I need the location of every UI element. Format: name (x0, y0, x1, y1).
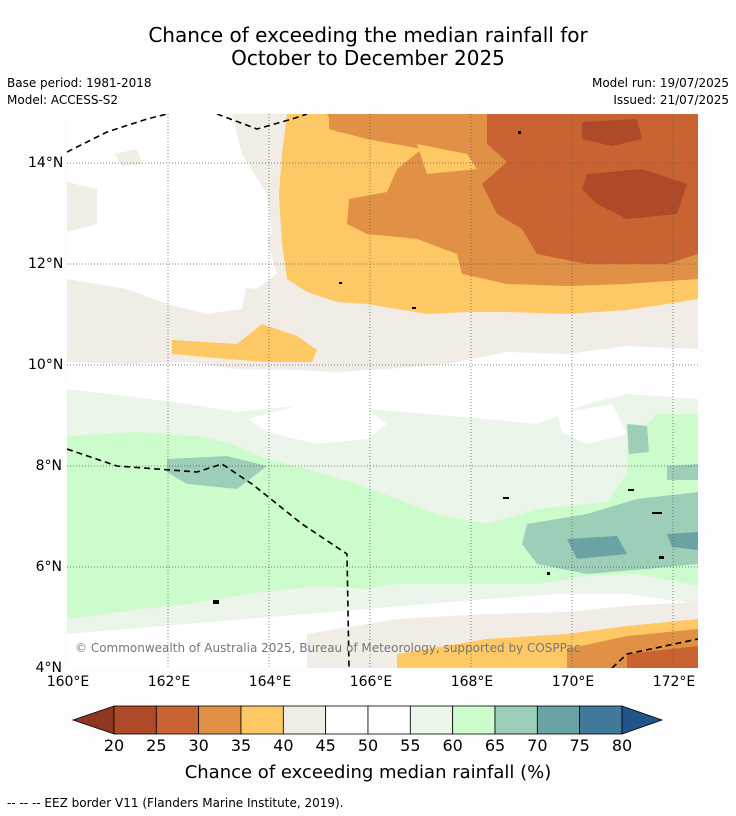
rainfall-map-svg (67, 114, 698, 668)
colorbar-cell (452, 705, 496, 735)
colorbar-tick-label: 80 (611, 736, 633, 755)
colorbar-cells (113, 705, 623, 735)
colorbar-cell (367, 705, 411, 735)
colorbar-tick-label: 35 (230, 736, 252, 755)
lat-label-10n: 10°N (28, 357, 64, 373)
region-white-mid2 (557, 404, 627, 444)
region-40-45-nw-strip (67, 182, 97, 232)
colorbar-tick-label: 45 (315, 736, 336, 755)
region-70-75-a (567, 536, 627, 559)
colorbar-cell (325, 705, 369, 735)
lat-label-4n: 4°N (35, 660, 62, 676)
eez-border (67, 114, 698, 668)
region-25-south (627, 646, 698, 668)
chart-title-line2: October to December 2025 (231, 46, 505, 70)
colorbar-cell (113, 705, 157, 735)
lat-label-14n: 14°N (28, 155, 64, 171)
colorbar-cell (198, 705, 242, 735)
region-30-35-b (417, 144, 477, 174)
base-period-text: Base period: 1981-2018 (7, 76, 152, 90)
rainfall-map (67, 114, 698, 668)
region-white-n2 (127, 232, 277, 289)
chart-title-line1: Chance of exceeding the median rainfall … (148, 23, 588, 47)
lon-label-168e: 168°E (450, 674, 494, 690)
islands (213, 131, 664, 604)
model-run-text: Model run: 19/07/2025 (591, 76, 729, 90)
colorbar-cell (409, 705, 454, 735)
lon-label-166e: 166°E (349, 674, 393, 690)
issued-text: Issued: 21/07/2025 (613, 93, 729, 107)
colorbar-tick-label: 70 (527, 736, 548, 755)
colorbar-tick-label: 40 (273, 736, 294, 755)
colorbar-cell (494, 705, 538, 735)
lon-label-170e: 170°E (551, 674, 595, 690)
colorbar-tick-label: 20 (103, 736, 125, 755)
colorbar-under-arrow (71, 705, 115, 735)
colorbar-tick-label: 65 (484, 736, 506, 755)
colorbar (71, 705, 664, 735)
colorbar-tick-label: 55 (400, 736, 421, 755)
colorbar-cell (536, 705, 581, 735)
colorbar-cell (155, 705, 200, 735)
lat-label-6n: 6°N (35, 559, 62, 575)
lat-label-12n: 12°N (28, 256, 64, 272)
colorbar-title: Chance of exceeding median rainfall (%) (184, 762, 552, 783)
region-white-mid (247, 406, 387, 444)
copyright-text: © Commonwealth of Australia 2025, Bureau… (75, 641, 581, 655)
gridlines (67, 114, 698, 668)
region-35-40-west (172, 324, 317, 362)
region-25-30-b (327, 114, 477, 136)
colorbar-over-arrow (621, 705, 664, 735)
colorbar-cell (240, 705, 284, 735)
lon-label-162e: 162°E (147, 674, 191, 690)
colorbar-tick-label: 75 (569, 736, 590, 755)
lon-label-160e: 160°E (46, 674, 90, 690)
region-65-70-d (667, 464, 698, 480)
colorbar-tick-label: 30 (188, 736, 209, 755)
region-white-small (115, 149, 142, 166)
colorbar-tick-label: 60 (442, 736, 463, 755)
colorbar-tick-label: 25 (146, 736, 167, 755)
eez-footnote: -- -- -- EEZ border V11 (Flanders Marine… (7, 796, 344, 810)
region-70-75-b (667, 532, 698, 550)
region-65-70-a (167, 456, 267, 489)
region-20-25-b (582, 169, 687, 219)
colorbar-cell (579, 705, 623, 735)
model-text: Model: ACCESS-S2 (7, 93, 119, 107)
region-20-25-a (582, 119, 642, 146)
colorbar-tick-label: 50 (357, 736, 379, 755)
region-65-70-c (627, 424, 649, 454)
lon-label-164e: 164°E (248, 674, 292, 690)
lon-label-172e: 172°E (652, 674, 696, 690)
colorbar-cell (282, 705, 327, 735)
lat-label-8n: 8°N (35, 458, 62, 474)
